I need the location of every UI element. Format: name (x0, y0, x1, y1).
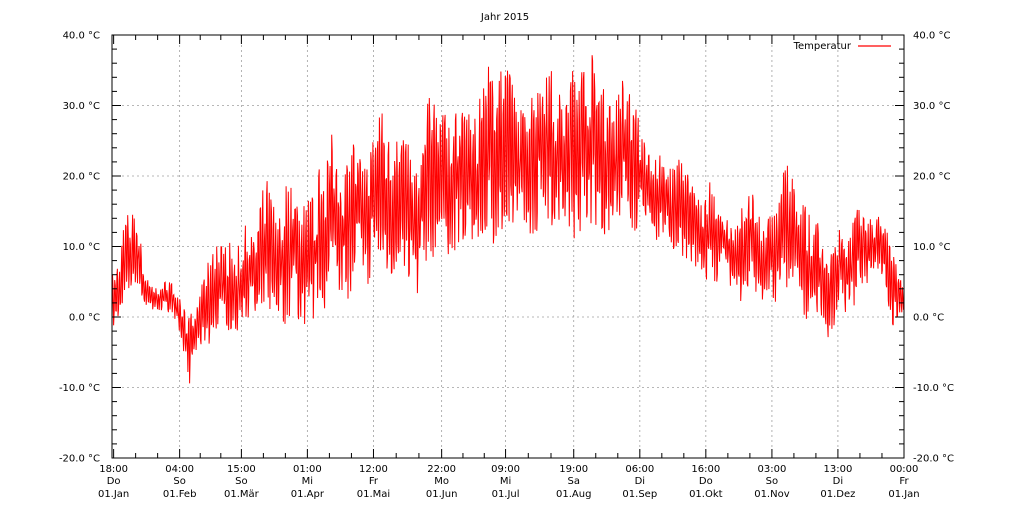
y-tick-label-right: 40.0 °C (913, 31, 950, 42)
legend: Temperatur (793, 41, 891, 52)
y-tick-label-left: 0.0 °C (69, 313, 100, 324)
x-tick-label-day: Mi (302, 476, 313, 487)
x-tick-label-day: So (173, 476, 185, 487)
x-tick-label-date: 01.Mai (357, 489, 390, 500)
x-tick-label-day: Di (635, 476, 645, 487)
x-tick-label-time: 00:00 (890, 464, 919, 475)
temperatur-series (111, 55, 905, 384)
x-tick-label-date: 01.Aug (556, 489, 591, 500)
y-tick-label-right: -20.0 °C (913, 454, 954, 465)
x-tick-label-time: 18:00 (99, 464, 128, 475)
x-tick-label-time: 03:00 (758, 464, 787, 475)
x-tick-label-time: 04:00 (165, 464, 194, 475)
y-tick-label-left: 40.0 °C (63, 31, 100, 42)
x-tick-label-day: Mi (500, 476, 511, 487)
x-tick-label-day: Sa (567, 476, 579, 487)
x-tick-label-day: Do (107, 476, 121, 487)
y-tick-label-right: 20.0 °C (913, 172, 950, 183)
x-tick-label-time: 19:00 (559, 464, 588, 475)
chart-title: Jahr 2015 (480, 12, 529, 23)
y-tick-label-left: 20.0 °C (63, 172, 100, 183)
x-tick-label-day: Mo (434, 476, 449, 487)
x-tick-label-time: 15:00 (227, 464, 256, 475)
x-tick-label-date: 01.Sep (622, 489, 657, 500)
y-tick-label-left: 30.0 °C (63, 101, 100, 112)
x-tick-label-date: 01.Jul (492, 489, 520, 500)
x-tick-label-day: So (766, 476, 778, 487)
y-tick-label-right: 30.0 °C (913, 101, 950, 112)
x-tick-label-time: 06:00 (625, 464, 654, 475)
temperatur-line (111, 55, 905, 384)
x-tick-label-day: So (235, 476, 247, 487)
y-tick-label-right: -10.0 °C (913, 383, 954, 394)
y-tick-label-right: 0.0 °C (913, 313, 944, 324)
y-tick-label-right: 10.0 °C (913, 242, 950, 253)
x-tick-label-time: 16:00 (691, 464, 720, 475)
x-tick-label-date: 01.Jan (888, 489, 919, 500)
x-tick-label-date: 01.Nov (754, 489, 790, 500)
x-tick-label-time: 01:00 (293, 464, 322, 475)
x-tick-label-day: Di (833, 476, 843, 487)
y-tick-label-left: 10.0 °C (63, 242, 100, 253)
x-tick-label-day: Fr (899, 476, 909, 487)
y-tick-label-left: -10.0 °C (59, 383, 100, 394)
x-tick-label-date: 01.Apr (291, 489, 325, 500)
x-tick-label-day: Do (699, 476, 713, 487)
x-tick-label-time: 12:00 (359, 464, 388, 475)
x-tick-label-time: 22:00 (427, 464, 456, 475)
legend-label: Temperatur (793, 41, 852, 52)
x-tick-label-date: 01.Dez (820, 489, 855, 500)
x-tick-label-time: 13:00 (823, 464, 852, 475)
x-tick-label-date: 01.Okt (689, 489, 723, 500)
y-tick-label-left: -20.0 °C (59, 454, 100, 465)
x-tick-label-day: Fr (369, 476, 379, 487)
y-axis-right: -20.0 °C -10.0 °C 0.0 °C 10.0 °C 20.0 °C 30.0… (895, 31, 954, 465)
x-tick-label-date: 01.Mär (224, 489, 260, 500)
x-tick-label-date: 01.Jun (426, 489, 458, 500)
x-tick-label-date: 01.Feb (163, 489, 197, 500)
x-tick-label-date: 01.Jan (98, 489, 129, 500)
x-axis: 18:00Do01.Jan04:00So01.Feb15:00So01.Mär0… (98, 35, 920, 500)
x-tick-label-time: 09:00 (491, 464, 520, 475)
